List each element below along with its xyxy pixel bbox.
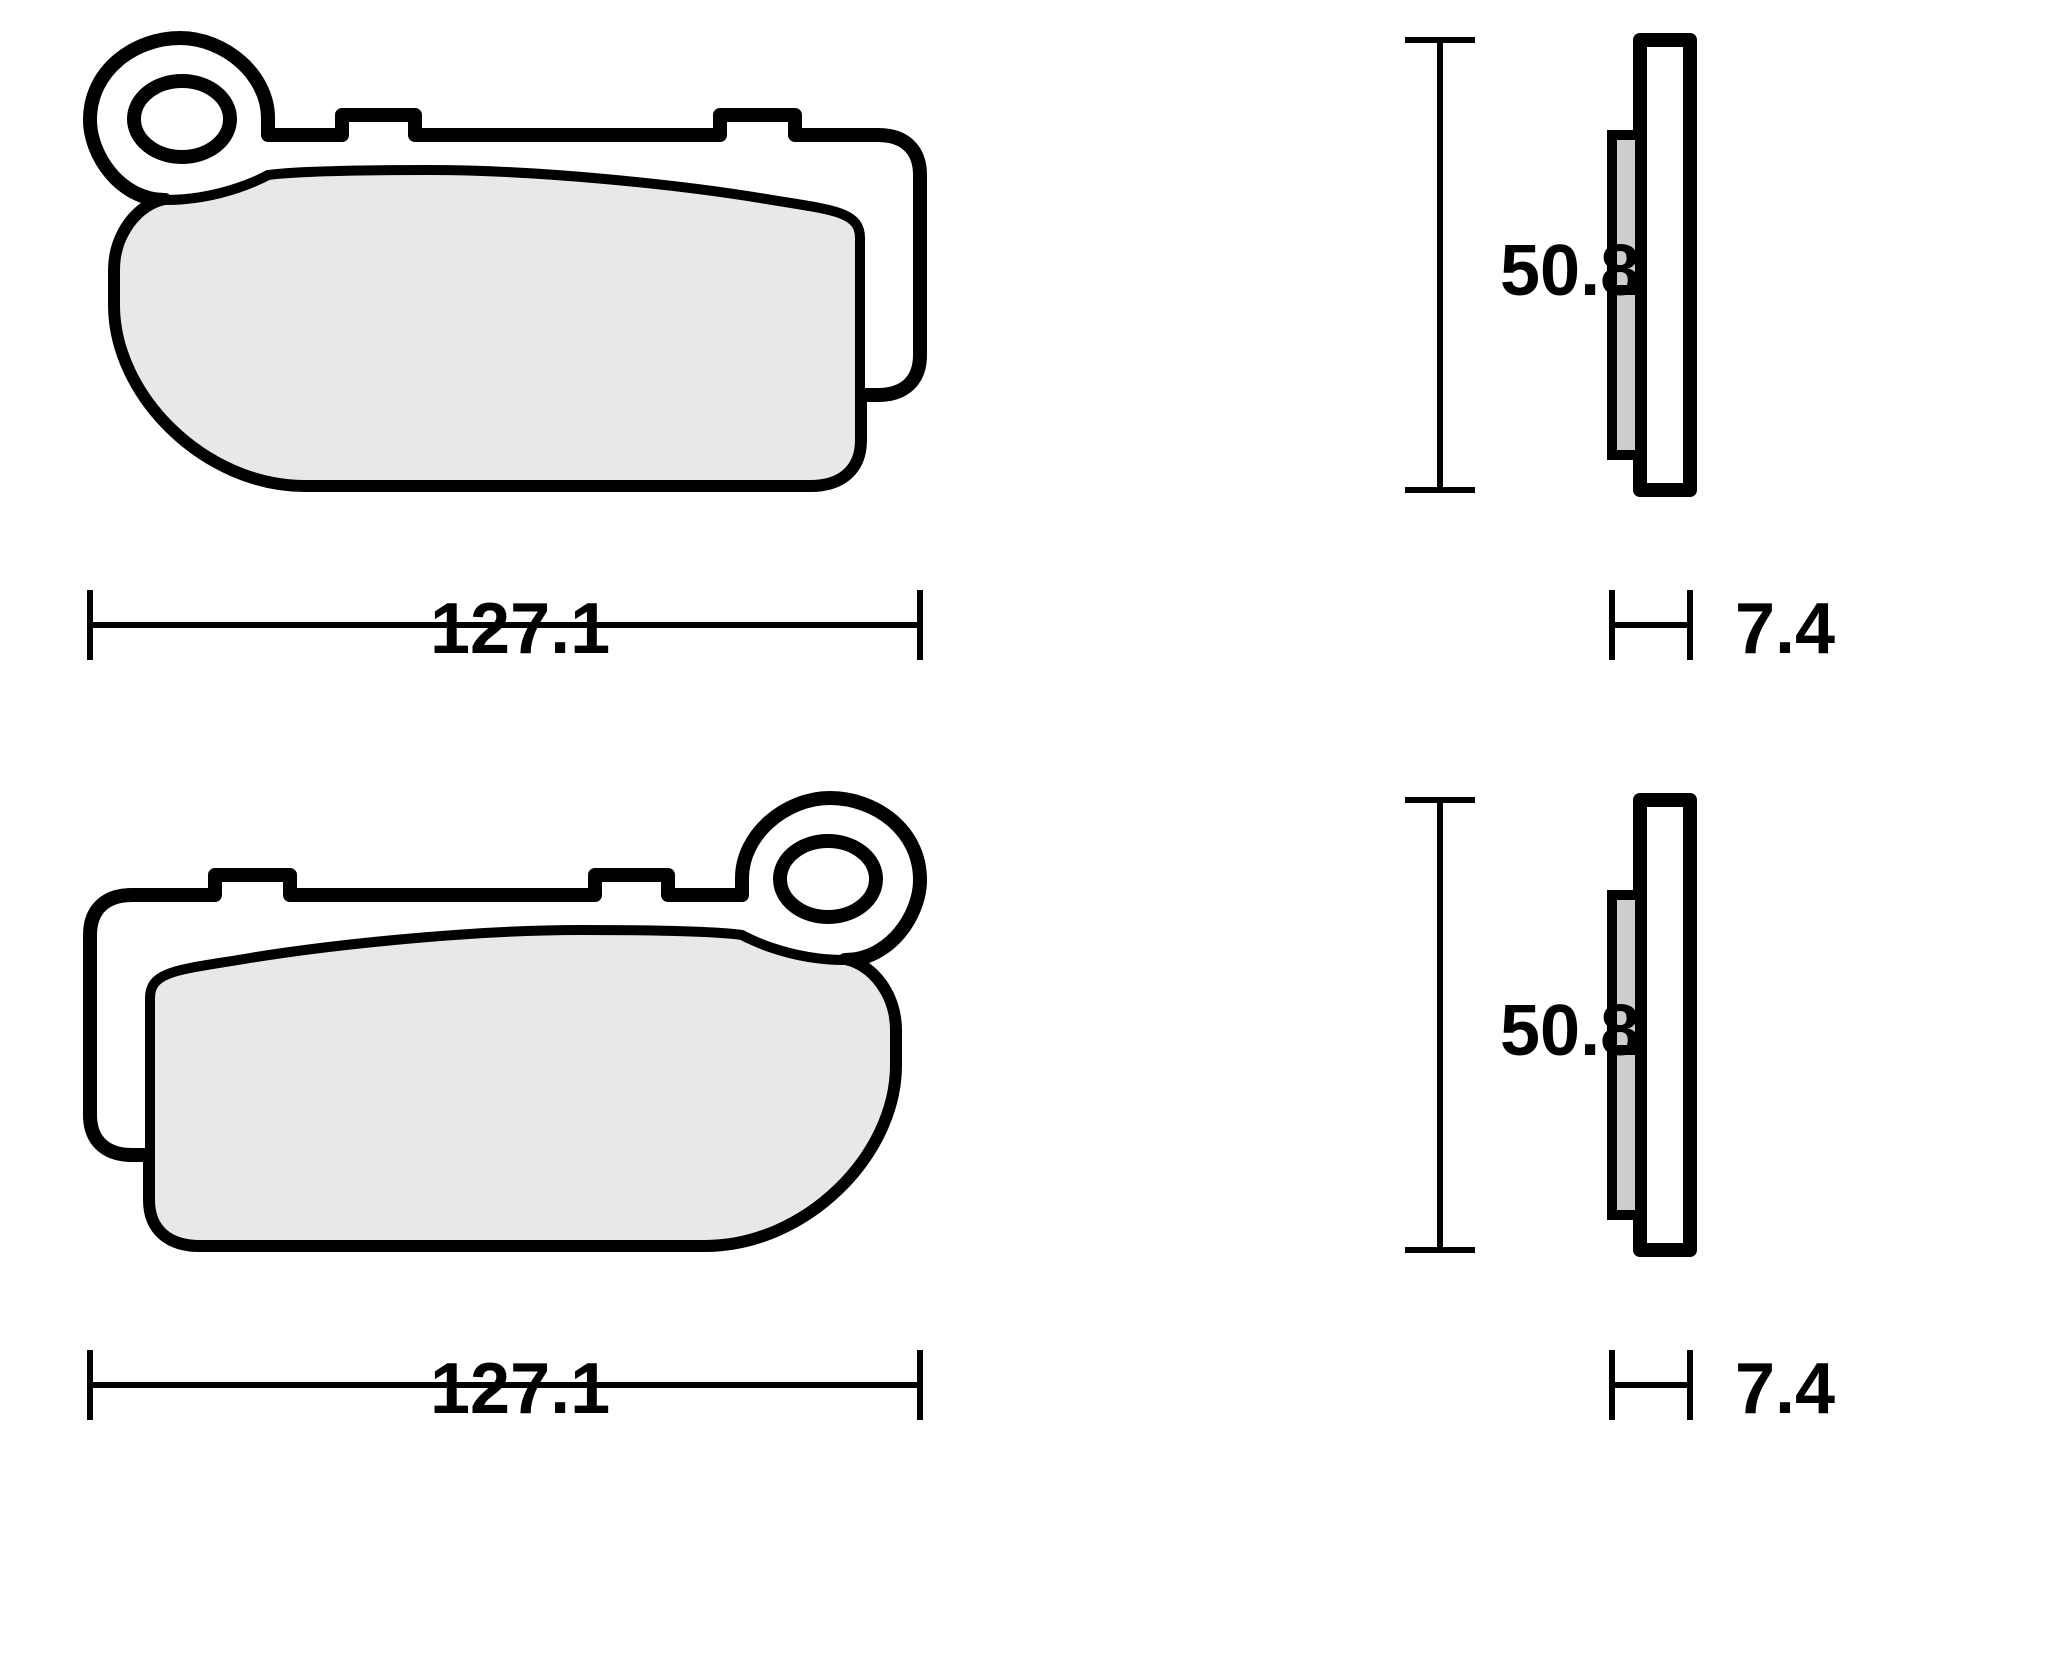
dim-width-top: 127.1 bbox=[430, 588, 610, 670]
dim-height-top: 50.8 bbox=[1500, 230, 1640, 312]
dim-thick-top: 7.4 bbox=[1735, 588, 1835, 670]
dim-height-bottom: 50.8 bbox=[1500, 990, 1640, 1072]
dim-width-bottom: 127.1 bbox=[430, 1348, 610, 1430]
dim-thick-bottom: 7.4 bbox=[1735, 1348, 1835, 1430]
